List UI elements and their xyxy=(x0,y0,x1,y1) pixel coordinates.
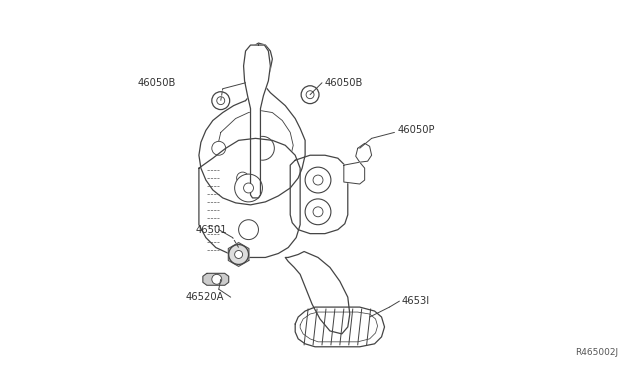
Text: 46050P: 46050P xyxy=(397,125,435,135)
Text: 4653l: 4653l xyxy=(401,296,429,306)
Text: R465002J: R465002J xyxy=(575,348,618,357)
Circle shape xyxy=(313,175,323,185)
Circle shape xyxy=(244,183,253,193)
Polygon shape xyxy=(285,251,350,334)
Text: 46050B: 46050B xyxy=(138,78,176,88)
Text: 46050B: 46050B xyxy=(325,78,364,88)
Polygon shape xyxy=(203,273,228,285)
Circle shape xyxy=(250,137,275,160)
Polygon shape xyxy=(218,110,293,178)
Polygon shape xyxy=(244,45,270,198)
Circle shape xyxy=(212,141,226,155)
Circle shape xyxy=(239,220,259,240)
Circle shape xyxy=(212,92,230,110)
Polygon shape xyxy=(228,243,249,266)
Circle shape xyxy=(306,91,314,99)
Circle shape xyxy=(313,207,323,217)
Polygon shape xyxy=(356,143,372,162)
Circle shape xyxy=(217,97,225,105)
Circle shape xyxy=(237,172,248,184)
Polygon shape xyxy=(290,155,348,234)
Circle shape xyxy=(305,199,331,225)
Circle shape xyxy=(235,250,243,259)
Circle shape xyxy=(212,274,221,284)
Text: 46520A: 46520A xyxy=(186,292,225,302)
Polygon shape xyxy=(199,43,305,205)
Circle shape xyxy=(301,86,319,104)
Polygon shape xyxy=(199,138,300,257)
Text: 46501: 46501 xyxy=(196,225,228,235)
Circle shape xyxy=(235,174,262,202)
Polygon shape xyxy=(344,162,365,184)
Circle shape xyxy=(305,167,331,193)
Circle shape xyxy=(228,244,248,264)
Polygon shape xyxy=(295,307,385,347)
